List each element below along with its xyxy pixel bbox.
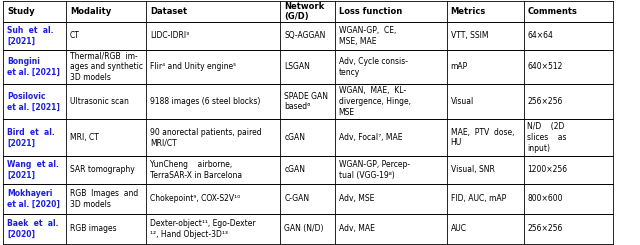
Text: cGAN: cGAN	[284, 165, 305, 174]
Text: Wang  et al.
[2021]: Wang et al. [2021]	[7, 160, 59, 180]
Text: Network
(G/D): Network (G/D)	[284, 2, 324, 21]
Text: WGAN,  MAE,  KL-
divergence, Hinge,
MSE: WGAN, MAE, KL- divergence, Hinge, MSE	[339, 86, 411, 117]
Text: Mokhayeri
et al. [2020]: Mokhayeri et al. [2020]	[7, 189, 60, 208]
Text: Bongini
et al. [2021]: Bongini et al. [2021]	[7, 57, 60, 77]
Text: YunCheng    airborne,
TerraSAR-X in Barcelona: YunCheng airborne, TerraSAR-X in Barcelo…	[150, 160, 242, 180]
Text: VTT, SSIM: VTT, SSIM	[451, 31, 488, 40]
Text: Metrics: Metrics	[451, 7, 486, 16]
Text: Dexter-object¹¹, Ego-Dexter
¹², Hand Object-3D¹³: Dexter-object¹¹, Ego-Dexter ¹², Hand Obj…	[150, 219, 255, 239]
Text: C-GAN: C-GAN	[284, 194, 309, 203]
Text: LIDC-IDRI³: LIDC-IDRI³	[150, 31, 189, 40]
Text: MAE,  PTV  dose,
HU: MAE, PTV dose, HU	[451, 128, 514, 147]
Text: 640×512: 640×512	[527, 62, 563, 71]
Text: Adv, MAE: Adv, MAE	[339, 224, 374, 233]
Text: 256×256: 256×256	[527, 97, 563, 106]
Text: 90 anorectal patients, paired
MRI/CT: 90 anorectal patients, paired MRI/CT	[150, 128, 261, 147]
Text: FID, AUC, mAP: FID, AUC, mAP	[451, 194, 506, 203]
Text: Loss function: Loss function	[339, 7, 402, 16]
Text: Dataset: Dataset	[150, 7, 187, 16]
Text: Flir⁴ and Unity engine⁵: Flir⁴ and Unity engine⁵	[150, 62, 236, 71]
Text: 800×600: 800×600	[527, 194, 563, 203]
Text: 64×64: 64×64	[527, 31, 553, 40]
Text: Suh  et  al.
[2021]: Suh et al. [2021]	[7, 26, 54, 46]
Text: Bird  et  al.
[2021]: Bird et al. [2021]	[7, 128, 55, 147]
Text: WGAN-GP, Percep-
tual (VGG-19⁸): WGAN-GP, Percep- tual (VGG-19⁸)	[339, 160, 410, 180]
Text: SPADE GAN
based⁶: SPADE GAN based⁶	[284, 92, 328, 111]
Text: Study: Study	[7, 7, 35, 16]
Text: CT: CT	[70, 31, 79, 40]
Text: Modality: Modality	[70, 7, 111, 16]
Text: RGB  Images  and
3D models: RGB Images and 3D models	[70, 189, 138, 208]
Text: cGAN: cGAN	[284, 133, 305, 142]
Text: Baek  et  al.
[2020]: Baek et al. [2020]	[7, 219, 58, 239]
Text: LSGAN: LSGAN	[284, 62, 310, 71]
Text: 256×256: 256×256	[527, 224, 563, 233]
Text: Visual, SNR: Visual, SNR	[451, 165, 495, 174]
Text: MRI, CT: MRI, CT	[70, 133, 99, 142]
Text: WGAN-GP,  CE,
MSE, MAE: WGAN-GP, CE, MSE, MAE	[339, 26, 396, 46]
Text: Adv, MSE: Adv, MSE	[339, 194, 374, 203]
Text: Ultrasonic scan: Ultrasonic scan	[70, 97, 129, 106]
Text: Thermal/RGB  im-
ages and synthetic
3D models: Thermal/RGB im- ages and synthetic 3D mo…	[70, 52, 143, 82]
Text: Adv, Focal⁷, MAE: Adv, Focal⁷, MAE	[339, 133, 402, 142]
Text: Adv, Cycle consis-
tency: Adv, Cycle consis- tency	[339, 57, 408, 77]
Text: SQ-AGGAN: SQ-AGGAN	[284, 31, 326, 40]
Text: Visual: Visual	[451, 97, 474, 106]
Text: N/D    (2D
slices    as
input): N/D (2D slices as input)	[527, 122, 567, 153]
Text: RGB images: RGB images	[70, 224, 116, 233]
Text: 9188 images (6 steel blocks): 9188 images (6 steel blocks)	[150, 97, 260, 106]
Text: Comments: Comments	[527, 7, 577, 16]
Text: Posilovic
et al. [2021]: Posilovic et al. [2021]	[7, 92, 60, 111]
Text: AUC: AUC	[451, 224, 467, 233]
Text: mAP: mAP	[451, 62, 468, 71]
Text: GAN (N/D): GAN (N/D)	[284, 224, 324, 233]
Text: 1200×256: 1200×256	[527, 165, 568, 174]
Text: SAR tomography: SAR tomography	[70, 165, 134, 174]
Text: Chokepoint⁹, COX-S2V¹⁰: Chokepoint⁹, COX-S2V¹⁰	[150, 194, 240, 203]
